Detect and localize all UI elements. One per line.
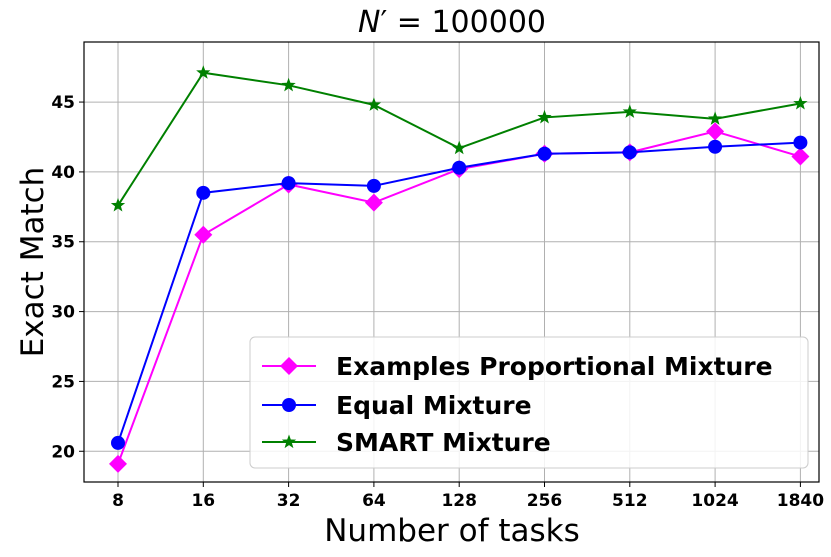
series-2 <box>110 65 808 212</box>
data-point <box>622 145 637 160</box>
data-point <box>537 109 552 124</box>
data-point <box>196 65 211 79</box>
y-tick-label: 30 <box>51 303 75 323</box>
chart-title-rest: = 100000 <box>387 5 546 40</box>
data-point <box>452 160 467 175</box>
legend-marker <box>281 434 297 449</box>
chart-title-prime: ′ <box>380 5 387 40</box>
data-point <box>281 77 296 92</box>
chart-title: N′ = 100000 <box>358 5 546 40</box>
x-tick-label: 512 <box>612 491 648 511</box>
data-point <box>622 104 637 118</box>
data-point <box>793 95 808 110</box>
x-tick-label: 256 <box>527 491 563 511</box>
x-tick-label: 64 <box>362 491 386 511</box>
x-tick-label: 32 <box>277 491 301 511</box>
chart-title-symbol: N <box>358 5 380 40</box>
legend-box <box>249 336 809 469</box>
legend-label: Examples Proportional Mixture <box>336 352 773 381</box>
data-point <box>364 193 383 212</box>
series-0 <box>109 122 810 473</box>
x-axis-label: Number of tasks <box>324 513 580 549</box>
x-tick-label: 128 <box>441 491 477 511</box>
y-tick-label: 35 <box>51 233 75 253</box>
series-1 <box>111 135 808 450</box>
data-point <box>707 111 723 125</box>
x-tick-label: 8 <box>112 491 124 511</box>
y-tick-label: 20 <box>51 442 75 462</box>
y-tick-label: 45 <box>51 93 75 113</box>
data-point <box>366 97 382 111</box>
data-point <box>708 139 723 154</box>
data-point <box>793 135 808 150</box>
y-tick-label: 40 <box>51 163 75 183</box>
legend: Examples Proportional Mixture Equal Mixtu… <box>249 336 809 469</box>
axis-ticks: 8 16 32 64 128 256 512 1024 1840 20 25 30 35 40 45 <box>51 93 824 511</box>
data-point <box>196 185 211 200</box>
series-layer <box>109 65 810 473</box>
data-point <box>537 146 552 161</box>
data-point <box>366 178 381 193</box>
legend-label: Equal Mixture <box>336 391 532 420</box>
data-point <box>706 122 725 141</box>
x-tick-label: 1840 <box>777 491 824 511</box>
data-point <box>111 435 125 450</box>
y-axis-label: Exact Match <box>15 167 51 358</box>
data-point <box>791 147 810 166</box>
data-point <box>194 225 213 244</box>
legend-label: SMART Mixture <box>336 428 551 457</box>
data-point <box>452 140 467 155</box>
data-point <box>109 454 127 473</box>
plot-frame <box>83 41 820 483</box>
x-tick-label: 16 <box>191 491 215 511</box>
y-tick-label: 25 <box>51 372 75 392</box>
x-tick-label: 1024 <box>691 491 738 511</box>
legend-marker <box>280 357 298 375</box>
legend-marker <box>282 398 296 412</box>
data-point <box>281 176 296 191</box>
data-point <box>110 197 126 212</box>
